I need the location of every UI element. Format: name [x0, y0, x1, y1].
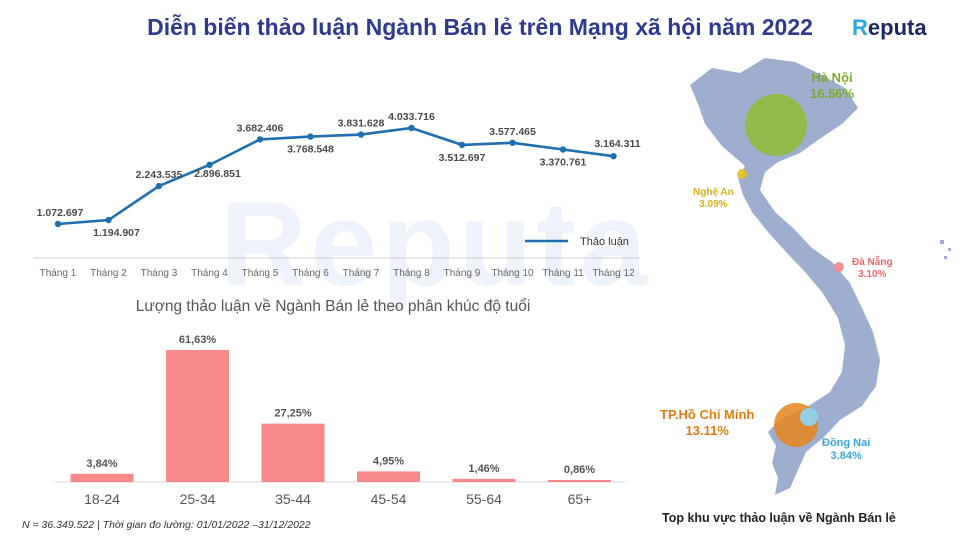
bar-18-24 [70, 473, 134, 482]
line-point [105, 216, 112, 224]
bar-value-label: 27,25% [274, 408, 312, 420]
line-x-tick-label: Tháng 3 [141, 268, 178, 279]
bar-category-label: 25-34 [180, 491, 216, 507]
bar-category-label: 55-64 [466, 491, 502, 507]
line-point [206, 161, 213, 169]
bar-chart-title: Lượng thảo luận về Ngành Bán lẻ theo phâ… [135, 298, 531, 315]
bar-value-label: 0,86% [564, 464, 595, 476]
bar-55-64 [452, 478, 516, 482]
line-value-label: 3.512.697 [439, 152, 486, 164]
line-x-tick-label: Tháng 8 [393, 268, 430, 279]
bar-65+ [548, 480, 611, 482]
line-point [357, 131, 365, 138]
line-point [54, 220, 62, 228]
line-value-label: 4.033.716 [388, 111, 435, 123]
bar-category-label: 18-24 [84, 491, 120, 507]
label-ha-noi: Hà Nội 16.56% [810, 70, 855, 101]
line-x-tick-label: Tháng 9 [444, 268, 481, 279]
line-point [307, 133, 314, 140]
map-bubble-5 [800, 408, 818, 426]
map-bubble-2 [737, 169, 747, 179]
line-point [256, 136, 264, 143]
bar-value-label: 1,46% [468, 463, 499, 475]
line-value-label: 2.896.851 [194, 168, 241, 180]
bar-category-label: 45-54 [371, 491, 407, 507]
line-value-label: 2.243.535 [136, 169, 183, 181]
reputa-watermark: Reputa [220, 177, 651, 311]
map-bubble-1 [745, 94, 807, 156]
line-value-label: 3.768.548 [287, 144, 334, 156]
legend-label: Thảo luận [580, 236, 629, 248]
line-value-label: 3.831.628 [338, 118, 385, 130]
line-point [458, 141, 466, 149]
hoang-sa-dots [940, 240, 951, 259]
bar-value-label: 61,63% [179, 334, 217, 346]
line-value-label: 3.370.761 [540, 156, 587, 168]
line-x-tick-label: Tháng 7 [343, 268, 380, 279]
line-x-tick-label: Tháng 2 [90, 268, 127, 279]
label-dong-nai: Đồng Nai 3.84% [822, 437, 871, 463]
line-point [509, 139, 516, 146]
chart-title: Diễn biến thảo luận Ngành Bán lẻ trên Mạ… [147, 14, 813, 40]
line-point [155, 182, 163, 190]
bar-35-44 [261, 423, 325, 482]
line-point [610, 152, 617, 160]
line-x-tick-label: Tháng 12 [592, 268, 635, 279]
line-x-tick-label: Tháng 6 [292, 268, 329, 279]
footnote: N = 36.349.522 | Thời gian đo lường: 01/… [22, 519, 311, 531]
line-x-tick-label: Tháng 4 [191, 268, 228, 279]
map-caption: Top khu vực thảo luận về Ngành Bán lẻ [662, 511, 896, 525]
line-value-label: 3.682.406 [237, 122, 284, 134]
label-hcm: TP.Hồ Chí Minh 13.11% [660, 407, 755, 438]
line-value-label: 1.194.907 [93, 227, 140, 239]
bar-value-label: 3,84% [86, 458, 117, 470]
reputa-logo: Reputa [852, 15, 927, 40]
line-point [408, 124, 415, 132]
line-value-label: 3.577.465 [489, 126, 536, 138]
line-x-tick-label: Tháng 5 [242, 268, 279, 279]
line-value-label: 1.072.697 [37, 207, 84, 219]
bar-45-54 [357, 471, 420, 482]
bar-value-label: 4,95% [373, 455, 404, 467]
line-series-thao-luan [57, 126, 614, 226]
label-da-nang: Đà Nẵng 3.10% [852, 257, 893, 280]
line-x-tick-label: Tháng 1 [40, 268, 77, 279]
bar-25-34 [166, 350, 229, 482]
line-x-tick-label: Tháng 11 [542, 268, 584, 279]
label-nghe-an: Nghệ An 3.09% [693, 187, 734, 210]
map-bubble-3 [834, 262, 844, 272]
line-x-tick-label: Tháng 10 [491, 268, 534, 279]
bar-category-label: 35-44 [275, 491, 311, 507]
line-point [559, 146, 567, 153]
bar-category-label: 65+ [568, 491, 592, 507]
line-value-label: 3.164.311 [594, 138, 640, 150]
